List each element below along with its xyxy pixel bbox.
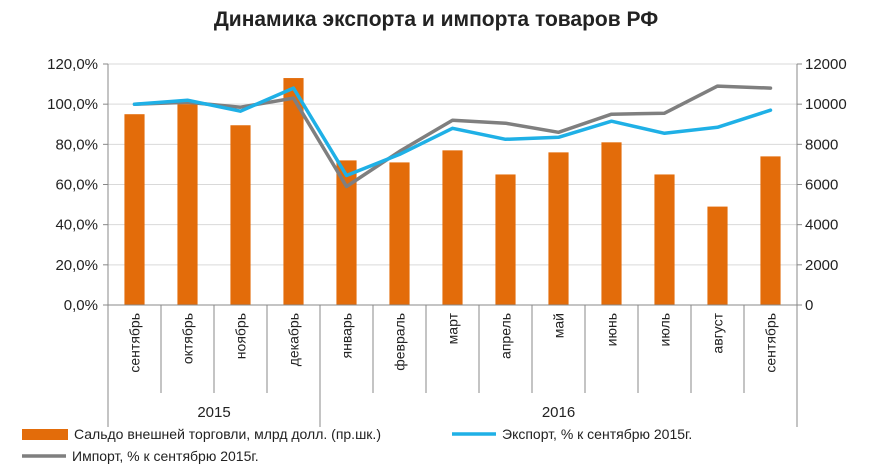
right-axis-ticks: 0 2000 4000 6000 8000 10000 12000	[805, 56, 847, 314]
category-label: май	[551, 313, 567, 338]
category-label: декабрь	[286, 313, 302, 366]
bar-11	[707, 206, 728, 305]
right-tick-label: 10000	[805, 96, 847, 113]
bar-9	[601, 142, 622, 305]
bar-1	[177, 104, 198, 306]
left-axis-ticks: 0,0% 20,0% 40,0% 60,0% 80,0% 100,0% 120,0%	[47, 56, 98, 314]
bar-5	[389, 162, 410, 305]
year-label: 2016	[542, 404, 575, 421]
right-tick-label: 6000	[805, 177, 838, 194]
year-labels: 2015 2016	[197, 404, 575, 421]
right-tick-label: 8000	[805, 136, 838, 153]
bar-0	[124, 114, 145, 305]
line-series	[132, 84, 773, 189]
legend: Сальдо внешней торговли, млрд долл. (пр.…	[22, 426, 692, 464]
bar-4	[336, 160, 357, 305]
right-tick-label: 0	[805, 297, 813, 314]
left-tick-label: 0,0%	[64, 297, 98, 314]
category-label: ноябрь	[233, 313, 249, 359]
left-tick-label: 20,0%	[55, 257, 98, 274]
category-label: октябрь	[180, 313, 196, 364]
left-tick-label: 40,0%	[55, 217, 98, 234]
bar-6	[442, 150, 463, 305]
right-tick-label: 4000	[805, 217, 838, 234]
category-label: август	[710, 312, 726, 353]
left-tick-label: 120,0%	[47, 56, 98, 73]
axes	[103, 63, 802, 427]
bar-series	[124, 78, 781, 306]
right-tick-label: 12000	[805, 56, 847, 73]
category-label: сентябрь	[763, 313, 779, 373]
category-label: март	[445, 312, 461, 344]
left-tick-label: 60,0%	[55, 177, 98, 194]
left-tick-label: 80,0%	[55, 136, 98, 153]
year-label: 2015	[197, 404, 230, 421]
left-tick-label: 100,0%	[47, 96, 98, 113]
legend-label-balance: Сальдо внешней торговли, млрд долл. (пр.…	[74, 426, 381, 442]
export-line	[132, 86, 773, 178]
category-labels: сентябрь октябрь ноябрь декабрь январь феврал…	[127, 312, 779, 372]
bar-12	[760, 156, 781, 305]
bar-10	[654, 174, 675, 305]
bar-3	[283, 78, 304, 305]
legend-label-export: Экспорт, % к сентябрю 2015г.	[502, 426, 692, 442]
legend-swatch-balance	[22, 429, 68, 440]
bar-7	[495, 174, 516, 305]
category-label: июль	[657, 313, 673, 346]
category-label: июнь	[604, 313, 620, 346]
category-label: апрель	[498, 313, 514, 359]
bar-8	[548, 152, 569, 305]
right-tick-label: 2000	[805, 257, 838, 274]
chart-title: Динамика экспорта и импорта товаров РФ	[214, 8, 658, 31]
legend-label-import: Импорт, % к сентябрю 2015г.	[72, 448, 259, 464]
category-label: январь	[339, 313, 355, 358]
category-label: сентябрь	[127, 313, 143, 373]
import-line	[132, 84, 773, 189]
bar-2	[230, 125, 251, 305]
category-label: февраль	[392, 313, 408, 371]
